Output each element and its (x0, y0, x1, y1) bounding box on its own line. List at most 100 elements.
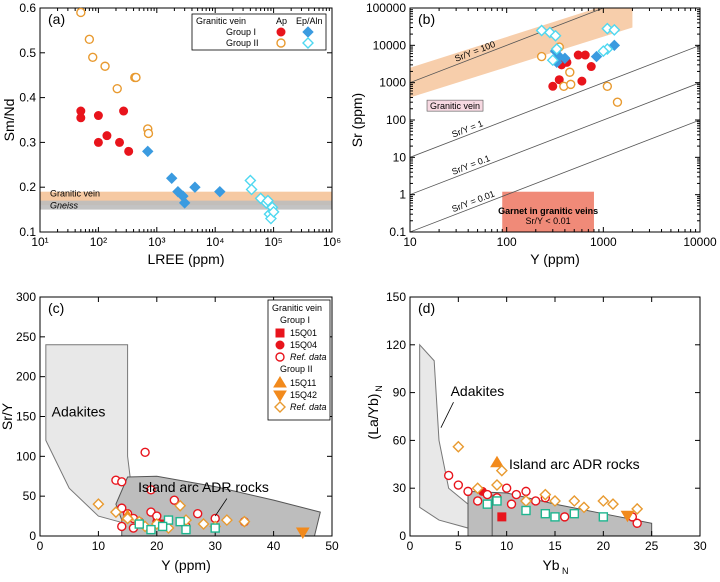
data-point (521, 486, 531, 497)
data-point (121, 512, 134, 525)
y-tick-label: 10000 (373, 38, 407, 52)
series (142, 145, 226, 209)
legend-col1: Ap (276, 16, 287, 26)
x-tick-label: 10⁵ (264, 235, 282, 249)
data-point (521, 505, 531, 516)
data-point (471, 482, 484, 495)
x-tick-label: 20 (597, 539, 611, 553)
legend-col2: Ep/Aln (296, 16, 323, 26)
adakites-label: Adakites (451, 383, 505, 399)
legend-marker (275, 352, 285, 362)
y-tick-label: 0.6 (19, 1, 36, 15)
band-label-text: Granitic vein (430, 101, 480, 111)
plot-frame (39, 7, 333, 233)
panel-label: (c) (48, 300, 64, 316)
band-label: Granitic vein (426, 99, 484, 112)
data-point (472, 496, 483, 506)
x-axis-label-sub: N (562, 566, 569, 576)
data-point (539, 488, 552, 501)
data-point (597, 494, 610, 507)
plot-frame (39, 296, 333, 537)
data-point (540, 508, 551, 519)
data-point (100, 61, 110, 71)
data-point (453, 480, 464, 490)
series (452, 440, 644, 515)
x-tick-label: 0 (37, 539, 44, 553)
data-point (181, 524, 191, 535)
y-tick-label: 10 (393, 150, 407, 164)
data-point (548, 81, 558, 91)
x-tick-label: 100 (497, 235, 517, 249)
x-tick-label: 1000 (590, 235, 617, 249)
data-point (559, 512, 570, 522)
ratio-line (410, 44, 700, 158)
y-tick-label: 60 (393, 433, 407, 447)
data-point (102, 131, 112, 141)
y-tick-label: 0 (29, 529, 36, 543)
data-point (586, 62, 596, 72)
series (76, 106, 134, 156)
data-point (482, 489, 493, 500)
data-point (550, 42, 563, 55)
data-point (491, 479, 503, 492)
ratio-line-label: Sr/Y = 1 (450, 118, 484, 139)
data-point (612, 97, 623, 107)
y-axis-label-sub: N (374, 385, 384, 392)
y-tick-label: 250 (16, 330, 36, 344)
ratio-line (410, 119, 700, 232)
series (134, 515, 220, 535)
island-arc-label: Island arc ADR rocks (509, 456, 640, 472)
data-point (597, 45, 610, 58)
data-point (602, 81, 613, 91)
panel-d: 0 5 10 15 20 25 30 0 30 60 90 120 150 Adakites Island … (365, 290, 707, 576)
data-point (632, 518, 642, 528)
legend-marker (302, 37, 314, 49)
adakite-field (419, 343, 469, 529)
data-point (443, 470, 454, 481)
data-point (620, 510, 635, 523)
data-point (238, 515, 251, 528)
y-tick-label: 150 (386, 290, 406, 304)
series (244, 174, 280, 225)
x-tick-label: 10³ (148, 235, 165, 249)
series (76, 7, 154, 139)
data-point (84, 34, 95, 45)
data-point (550, 512, 560, 522)
y-axis-label: Sr (ppm) (349, 93, 365, 147)
ratio-line (410, 82, 700, 196)
legend-marker (274, 401, 286, 413)
data-point (530, 496, 541, 506)
data-point (142, 145, 154, 158)
data-point (117, 477, 127, 487)
series (482, 496, 609, 522)
ratio-line (410, 8, 605, 84)
data-point (175, 516, 185, 527)
granitic-vein-band (410, 8, 633, 98)
x-tick-label: 10 (403, 235, 417, 249)
data-point (501, 483, 512, 493)
legend-item: 15Q04 (290, 340, 317, 350)
data-point (577, 76, 587, 86)
legend-marker (276, 38, 286, 48)
data-point (131, 72, 141, 83)
data-point (569, 508, 580, 519)
series (497, 512, 507, 522)
data-point (140, 447, 150, 458)
y-tick-label: 0.1 (389, 225, 406, 239)
x-tick-label: 10² (90, 235, 107, 249)
data-point (549, 29, 562, 42)
data-point (295, 527, 310, 539)
data-point (119, 106, 129, 116)
data-point (214, 185, 226, 198)
y-tick-label: 0.3 (19, 135, 36, 149)
x-tick-label: 40 (267, 539, 281, 553)
legend-title: Granitic vein (272, 303, 322, 313)
x-axis-label: LREE (ppm) (147, 251, 224, 267)
y-tick-label: 300 (16, 290, 36, 304)
data-point (490, 455, 504, 468)
x-tick-label: 10 (92, 539, 106, 553)
plot-frame (409, 296, 701, 537)
panel-label: (b) (418, 11, 435, 27)
